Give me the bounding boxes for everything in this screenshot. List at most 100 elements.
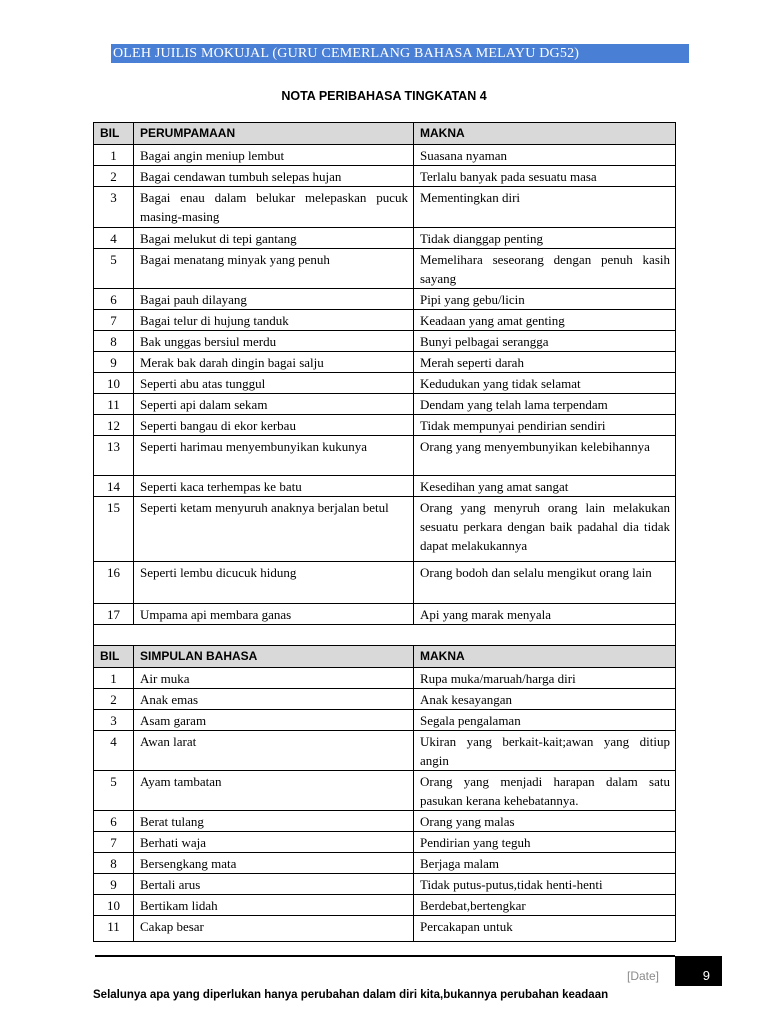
cell-item: Seperti kaca terhempas ke batu xyxy=(133,475,414,497)
cell-item: Bagai cendawan tumbuh selepas hujan xyxy=(133,165,414,187)
cell-item: Berhati waja xyxy=(133,831,414,853)
cell-makna: Orang yang menyruh orang lain melakukan … xyxy=(413,496,676,562)
cell-item: Seperti harimau menyembunyikan kukunya xyxy=(133,435,414,476)
cell-item: Seperti api dalam sekam xyxy=(133,393,414,415)
cell-makna: Berjaga malam xyxy=(413,852,676,874)
cell-bil: 15 xyxy=(93,496,134,562)
cell-item: Bagai melukut di tepi gantang xyxy=(133,227,414,249)
cell-bil: 10 xyxy=(93,894,134,916)
table-row: 3 Bagai enau dalam belukar melepaskan puc… xyxy=(93,186,676,228)
cell-bil: 3 xyxy=(93,709,134,731)
header-bil: BIL xyxy=(93,645,134,668)
cell-bil: 16 xyxy=(93,561,134,604)
table-row: 7 Bagai telur di hujung tanduk Keadaan yan… xyxy=(93,309,676,331)
cell-makna: Orang bodoh dan selalu mengikut orang la… xyxy=(413,561,676,604)
cell-bil: 5 xyxy=(93,248,134,289)
table-row: 10 Seperti abu atas tunggul Kedudukan yang… xyxy=(93,372,676,394)
cell-makna: Tidak dianggap penting xyxy=(413,227,676,249)
cell-makna: Anak kesayangan xyxy=(413,688,676,710)
cell-makna: Kesedihan yang amat sangat xyxy=(413,475,676,497)
table-row: 11 Seperti api dalam sekam Dendam yang tel… xyxy=(93,393,676,415)
cell-item: Bagai menatang minyak yang penuh xyxy=(133,248,414,289)
header-bil: BIL xyxy=(93,122,134,145)
cell-item: Bertali arus xyxy=(133,873,414,895)
cell-item: Seperti lembu dicucuk hidung xyxy=(133,561,414,604)
cell-item: Bagai angin meniup lembut xyxy=(133,144,414,166)
cell-bil: 2 xyxy=(93,688,134,710)
cell-item: Bagai telur di hujung tanduk xyxy=(133,309,414,331)
table-row: 10 Bertikam lidah Berdebat,bertengkar xyxy=(93,894,676,916)
table-row: 9 Bertali arus Tidak putus-putus,tidak hen… xyxy=(93,873,676,895)
header-makna: MAKNA xyxy=(413,645,676,668)
cell-bil: 9 xyxy=(93,351,134,373)
table-row: 16 Seperti lembu dicucuk hidung Orang bodo… xyxy=(93,561,676,604)
cell-bil: 14 xyxy=(93,475,134,497)
cell-makna: Bunyi pelbagai serangga xyxy=(413,330,676,352)
cell-item: Merak bak darah dingin bagai salju xyxy=(133,351,414,373)
cell-bil: 6 xyxy=(93,288,134,310)
cell-item: Air muka xyxy=(133,667,414,689)
cell-bil: 10 xyxy=(93,372,134,394)
table-row: 4 Awan larat Ukiran yang berkait-kait;awan… xyxy=(93,730,676,771)
table-row: 9 Merak bak darah dingin bagai salju Merah… xyxy=(93,351,676,373)
cell-makna: Rupa muka/maruah/harga diri xyxy=(413,667,676,689)
table-row: 6 Berat tulang Orang yang malas xyxy=(93,810,676,832)
cell-item: Seperti abu atas tunggul xyxy=(133,372,414,394)
table-row: 2 Anak emas Anak kesayangan xyxy=(93,688,676,710)
cell-item: Asam garam xyxy=(133,709,414,731)
cell-bil: 4 xyxy=(93,730,134,771)
cell-makna: Kedudukan yang tidak selamat xyxy=(413,372,676,394)
cell-item: Ayam tambatan xyxy=(133,770,414,811)
cell-makna: Dendam yang telah lama terpendam xyxy=(413,393,676,415)
cell-makna: Tidak mempunyai pendirian sendiri xyxy=(413,414,676,436)
cell-makna: Orang yang malas xyxy=(413,810,676,832)
footer-date: [Date] xyxy=(627,969,660,983)
cell-bil: 5 xyxy=(93,770,134,811)
table-row: 1 Air muka Rupa muka/maruah/harga diri xyxy=(93,667,676,689)
table-row: 5 Bagai menatang minyak yang penuh Memelih… xyxy=(93,248,676,289)
cell-bil: 13 xyxy=(93,435,134,476)
cell-item: Seperti bangau di ekor kerbau xyxy=(133,414,414,436)
cell-makna: Pipi yang gebu/licin xyxy=(413,288,676,310)
cell-makna: Percakapan untuk xyxy=(413,915,676,942)
cell-item: Anak emas xyxy=(133,688,414,710)
table-row: 11 Cakap besar Percakapan untuk xyxy=(93,915,676,942)
table-row: 12 Seperti bangau di ekor kerbau Tidak mem… xyxy=(93,414,676,436)
table-row: 3 Asam garam Segala pengalaman xyxy=(93,709,676,731)
cell-makna: Memelihara seseorang dengan penuh kasih … xyxy=(413,248,676,289)
cell-item: Umpama api membara ganas xyxy=(133,603,414,625)
header-item: SIMPULAN BAHASA xyxy=(133,645,414,668)
cell-item: Bertikam lidah xyxy=(133,894,414,916)
header-makna: MAKNA xyxy=(413,122,676,145)
cell-bil: 3 xyxy=(93,186,134,228)
cell-bil: 17 xyxy=(93,603,134,625)
cell-bil: 1 xyxy=(93,667,134,689)
cell-makna: Segala pengalaman xyxy=(413,709,676,731)
cell-makna: Pendirian yang teguh xyxy=(413,831,676,853)
author-banner: OLEH JUILIS MOKUJAL (GURU CEMERLANG BAHA… xyxy=(111,44,689,63)
table-row: 15 Seperti ketam menyuruh anaknya berjala… xyxy=(93,496,676,562)
spacer-row xyxy=(93,624,676,646)
cell-item: Awan larat xyxy=(133,730,414,771)
spacer-cell xyxy=(93,624,676,646)
cell-item: Berat tulang xyxy=(133,810,414,832)
cell-bil: 6 xyxy=(93,810,134,832)
table-row: 8 Bersengkang mata Berjaga malam xyxy=(93,852,676,874)
cell-item: Bersengkang mata xyxy=(133,852,414,874)
cell-makna: Terlalu banyak pada sesuatu masa xyxy=(413,165,676,187)
cell-item: Cakap besar xyxy=(133,915,414,942)
cell-item: Seperti ketam menyuruh anaknya berjalan … xyxy=(133,496,414,562)
cell-makna: Berdebat,bertengkar xyxy=(413,894,676,916)
cell-makna: Keadaan yang amat genting xyxy=(413,309,676,331)
table-row: 8 Bak unggas bersiul merdu Bunyi pelbagai … xyxy=(93,330,676,352)
cell-bil: 7 xyxy=(93,309,134,331)
cell-bil: 11 xyxy=(93,915,134,942)
table-row: 17 Umpama api membara ganas Api yang marak… xyxy=(93,603,676,625)
table-row: 13 Seperti harimau menyembunyikan kukunya… xyxy=(93,435,676,476)
table-row: 5 Ayam tambatan Orang yang menjadi harapan… xyxy=(93,770,676,811)
cell-makna: Merah seperti darah xyxy=(413,351,676,373)
footer-quote: Selalunya apa yang diperlukan hanya peru… xyxy=(93,989,609,1001)
header-item: PERUMPAMAAN xyxy=(133,122,414,145)
cell-bil: 9 xyxy=(93,873,134,895)
peribahasa-table: BIL PERUMPAMAAN MAKNA 1 Bagai angin meniup l… xyxy=(93,122,676,942)
